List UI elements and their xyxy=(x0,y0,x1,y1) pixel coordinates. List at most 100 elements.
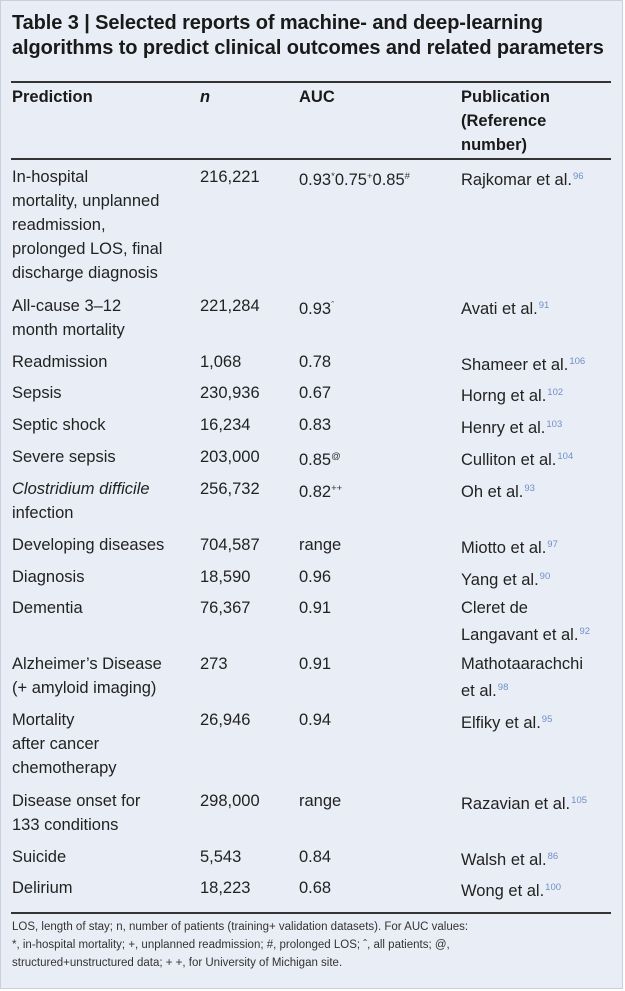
cell-prediction: Septic shock xyxy=(12,413,200,437)
publication-text: et al. xyxy=(461,682,497,701)
cell-n: 203,000 xyxy=(200,448,260,466)
auc-value: 0.78 xyxy=(299,352,332,371)
prediction-line: Sepsis xyxy=(12,384,62,403)
publication-text: Avati et al. xyxy=(461,299,538,318)
cell-publication: Wong et al.100 xyxy=(461,876,616,903)
auc-value: 0.85 xyxy=(299,451,332,469)
cell-auc: 0.96 xyxy=(299,565,459,589)
reference-number[interactable]: 105 xyxy=(571,794,588,806)
publication-line: Avati et al.91 xyxy=(461,294,616,321)
reference-number[interactable]: 95 xyxy=(541,714,553,726)
publication-line: Langavant et al.92 xyxy=(461,620,616,647)
header-publication-line: Publication xyxy=(461,88,550,106)
prediction-line: discharge diagnosis xyxy=(12,264,158,282)
cell-auc: range xyxy=(299,789,459,813)
prediction-line: Delirium xyxy=(12,879,73,898)
reference-number[interactable]: 96 xyxy=(572,171,584,182)
cell-auc: 0.91 xyxy=(299,652,459,676)
publication-text: Razavian et al. xyxy=(461,794,571,813)
auc-value: 0.85 xyxy=(372,171,405,189)
cell-prediction: Dementia xyxy=(12,596,200,620)
reference-number[interactable]: 100 xyxy=(545,882,562,894)
auc-value: 0.93 xyxy=(299,171,332,189)
reference-number[interactable]: 97 xyxy=(547,538,558,550)
publication-line: Wong et al.100 xyxy=(461,876,616,903)
cell-prediction: All-cause 3–12 month mortality xyxy=(12,294,200,342)
publication-line: Elfiky et al.95 xyxy=(461,708,616,735)
reference-number[interactable]: 104 xyxy=(557,451,574,462)
cell-n: 18,223 xyxy=(200,879,251,898)
header-top-rule xyxy=(11,81,611,83)
cell-publication: Mathotaarachchi et al.98 xyxy=(461,652,616,703)
cell-n: 221,284 xyxy=(200,296,260,315)
cell-auc: range xyxy=(299,533,459,557)
cell-n: 298,000 xyxy=(200,791,260,810)
prediction-line: Severe sepsis xyxy=(12,448,116,466)
cell-auc: 0.91 xyxy=(299,596,459,620)
publication-text: Henry et al. xyxy=(461,419,546,438)
cell-publication: Razavian et al.105 xyxy=(461,789,616,816)
cell-publication: Cleret de Langavant et al.92 xyxy=(461,596,616,647)
cell-publication: Culliton et al.104 xyxy=(461,445,616,472)
reference-number[interactable]: 86 xyxy=(547,850,559,862)
prediction-line: 133 conditions xyxy=(12,815,119,834)
prediction-line: Readmission xyxy=(12,352,108,371)
cell-prediction: Mortality after cancer chemotherapy xyxy=(12,708,200,780)
publication-text: Langavant et al. xyxy=(461,626,579,645)
cell-prediction: In-hospital mortality, unplanned readmissi… xyxy=(12,165,200,285)
auc-footnote-marker: ˆ xyxy=(331,299,335,311)
reference-number[interactable]: 90 xyxy=(539,570,551,582)
publication-line: Shameer et al.106 xyxy=(461,350,616,377)
prediction-line: Septic shock xyxy=(12,416,106,435)
reference-number[interactable]: 98 xyxy=(497,682,509,694)
cell-publication: Horng et al.102 xyxy=(461,381,616,408)
reference-number[interactable]: 92 xyxy=(579,626,591,638)
cell-publication: Yang et al.90 xyxy=(461,565,616,592)
publication-text: Cleret de xyxy=(461,599,528,618)
prediction-line: after cancer xyxy=(12,735,100,754)
publication-text: Miotto et al. xyxy=(461,538,547,557)
auc-value: 0.67 xyxy=(299,384,332,403)
auc-value: 0.75 xyxy=(334,171,367,189)
prediction-line: Clostridium difficile xyxy=(12,479,150,498)
prediction-line: Disease onset for xyxy=(12,791,141,810)
publication-text: Shameer et al. xyxy=(461,355,569,374)
auc-value: 0.82 xyxy=(299,482,332,501)
cell-n: 18,590 xyxy=(200,567,251,586)
publication-line: Mathotaarachchi xyxy=(461,652,616,676)
cell-n: 5,543 xyxy=(200,847,242,866)
cell-n: 273 xyxy=(200,655,228,674)
publication-line: Horng et al.102 xyxy=(461,381,616,408)
auc-value: 0.96 xyxy=(299,567,332,586)
auc-footnote-marker: # xyxy=(404,171,410,182)
publication-line: et al.98 xyxy=(461,676,616,703)
prediction-line: In-hospital xyxy=(12,168,89,186)
reference-number[interactable]: 102 xyxy=(547,387,564,399)
auc-value: 0.68 xyxy=(299,879,332,898)
cell-publication: Miotto et al.97 xyxy=(461,533,616,560)
auc-value: range xyxy=(299,535,342,554)
auc-footnote-marker: + xyxy=(366,171,373,182)
auc-value: 0.94 xyxy=(299,711,332,730)
prediction-line: chemotherapy xyxy=(12,759,117,778)
auc-value: 0.93 xyxy=(299,299,332,318)
publication-line: Miotto et al.97 xyxy=(461,533,616,560)
reference-number[interactable]: 93 xyxy=(524,482,535,494)
footnote-line: *, in-hospital mortality; +, unplanned r… xyxy=(12,939,450,951)
cell-prediction: Diagnosis xyxy=(12,565,200,589)
cell-prediction: Clostridium difficile infection xyxy=(12,477,200,525)
publication-line: Cleret de xyxy=(461,596,616,620)
prediction-line: Diagnosis xyxy=(12,567,85,586)
publication-text: Walsh et al. xyxy=(461,850,547,869)
reference-number[interactable]: 91 xyxy=(538,299,550,311)
cell-publication: Walsh et al.86 xyxy=(461,845,616,872)
reference-number[interactable]: 106 xyxy=(569,355,586,367)
cell-auc: 0.84 xyxy=(299,845,459,869)
reference-number[interactable]: 103 xyxy=(546,419,563,431)
table-bottom-rule xyxy=(11,912,611,914)
cell-n: 16,234 xyxy=(200,416,251,435)
cell-prediction: Alzheimer’s Disease (+ amyloid imaging) xyxy=(12,652,200,700)
header-bottom-rule xyxy=(11,158,611,160)
publication-line: Henry et al.103 xyxy=(461,413,616,440)
